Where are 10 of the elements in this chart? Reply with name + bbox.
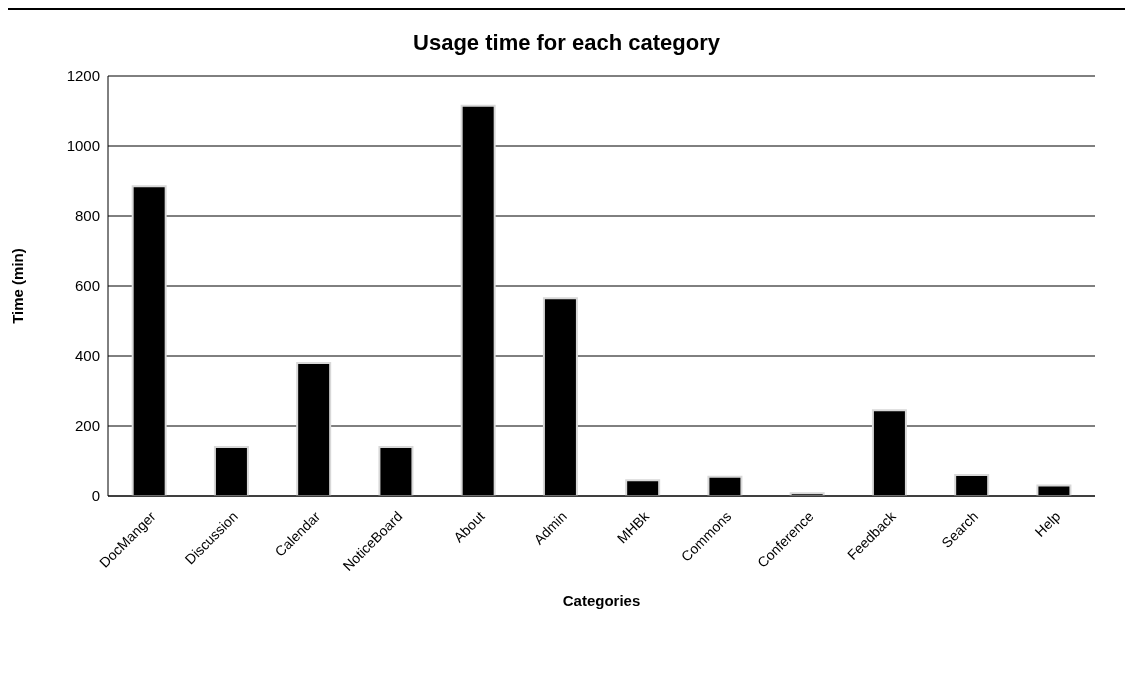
y-tick-label: 200 [74, 417, 100, 435]
y-axis-title: Time (min) [9, 248, 27, 324]
y-tick-label: 0 [91, 487, 100, 505]
y-tick-label: 1000 [66, 137, 100, 155]
y-tick-label: 800 [74, 207, 100, 225]
x-axis-title: Categories [562, 592, 641, 609]
y-tick-label: 400 [74, 347, 100, 365]
y-tick-label: 1200 [66, 67, 100, 85]
chart-title: Usage time for each category [412, 30, 721, 56]
y-tick-label: 600 [74, 277, 100, 295]
